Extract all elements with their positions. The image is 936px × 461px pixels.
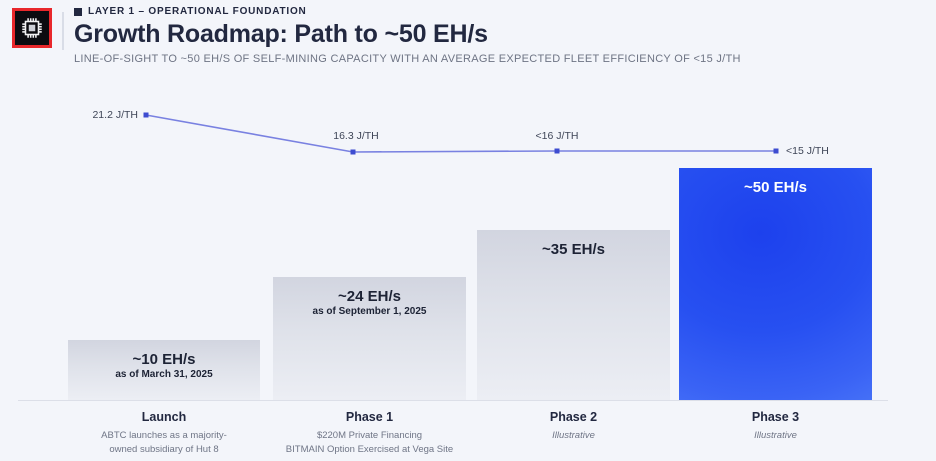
category-label-launch: Launch (141, 410, 187, 424)
category-label-phase-1: Phase 1 (345, 410, 394, 424)
bar-phase-3: ~50 EH/s (679, 168, 872, 400)
header: LAYER 1 – OPERATIONAL FOUNDATION Growth … (74, 6, 741, 65)
line-point-marker (773, 148, 779, 154)
efficiency-label: <16 J/TH (535, 130, 579, 142)
line-point-marker (554, 148, 560, 154)
bar-phase-1: ~24 EH/s as of September 1, 2025 (273, 277, 466, 400)
category-description: $220M Private Financing BITMAIN Option E… (285, 430, 454, 456)
bar-value-label: ~35 EH/s (542, 241, 605, 258)
bar-value-sublabel: as of March 31, 2025 (115, 369, 213, 380)
efficiency-label: 21.2 J/TH (92, 109, 138, 121)
header-divider (62, 12, 64, 50)
efficiency-label: <15 J/TH (786, 145, 829, 157)
bar-phase-2: ~35 EH/s (477, 230, 670, 400)
brand-logo[interactable] (12, 8, 52, 48)
kicker-label: LAYER 1 – OPERATIONAL FOUNDATION (88, 6, 307, 17)
category-description: Illustrative (754, 430, 797, 441)
line-point-marker (143, 112, 149, 118)
category-description: ABTC launches as a majority- owned subsi… (101, 430, 227, 456)
bar-launch: ~10 EH/s as of March 31, 2025 (68, 340, 260, 400)
chart-baseline (18, 400, 888, 401)
category-label-phase-2: Phase 2 (549, 410, 598, 424)
square-bullet-icon (74, 7, 82, 16)
category-description: Illustrative (552, 430, 595, 441)
bar-value-label: ~50 EH/s (744, 179, 807, 196)
bar-value-label: ~24 EH/s (338, 288, 401, 305)
chip-icon (22, 18, 42, 38)
bar-value-label: ~10 EH/s (132, 351, 196, 368)
bar-value-sublabel: as of September 1, 2025 (312, 306, 427, 317)
section-kicker: LAYER 1 – OPERATIONAL FOUNDATION (74, 6, 741, 17)
category-label-phase-3: Phase 3 (751, 410, 800, 424)
page-subtitle: LINE-OF-SIGHT TO ~50 EH/S OF SELF-MINING… (74, 53, 741, 65)
line-point-marker (350, 149, 356, 155)
page-title: Growth Roadmap: Path to ~50 EH/s (74, 20, 488, 48)
efficiency-label: 16.3 J/TH (333, 130, 379, 142)
